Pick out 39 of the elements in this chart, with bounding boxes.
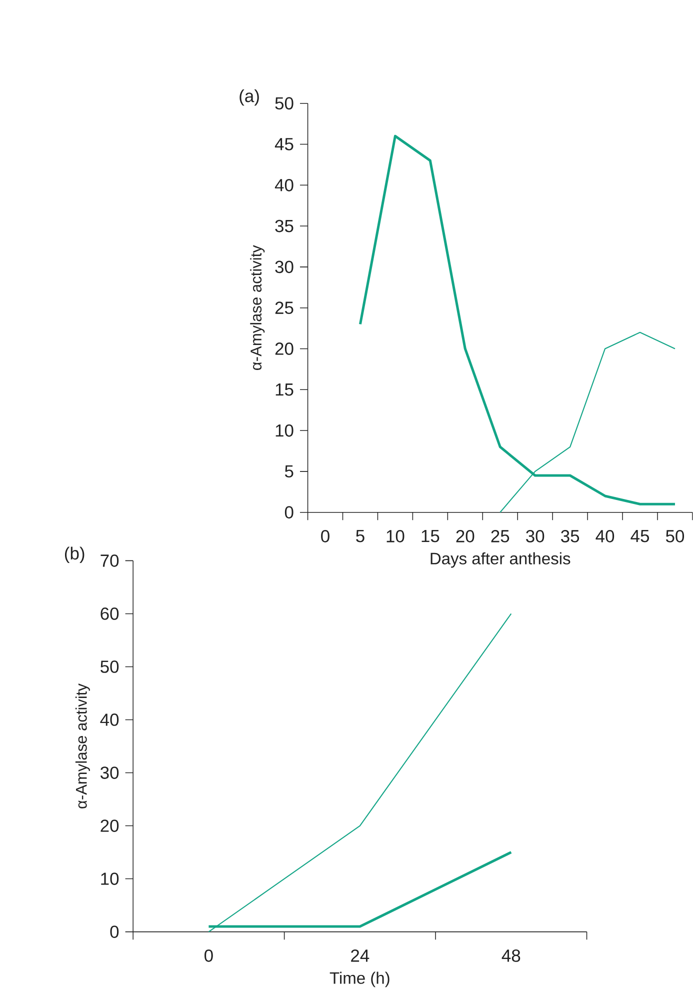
chart-title: (b) (65, 546, 84, 564)
chart-title: (a) (240, 89, 259, 106)
x-tick-label: 40 (596, 530, 614, 542)
y-tick-label: 40 (100, 714, 119, 726)
x-tick-label: 24 (351, 949, 370, 962)
y-tick-label: 0 (110, 926, 119, 938)
x-tick-label: 50 (666, 530, 684, 542)
y-tick-label: 50 (100, 660, 119, 673)
x-tick-label: 48 (502, 949, 520, 962)
x-tick-label: 0 (321, 530, 330, 542)
x-tick-label: 35 (561, 530, 580, 542)
y-tick-label: 15 (276, 384, 294, 396)
y-tick-label: 10 (276, 424, 294, 437)
x-tick-label: 10 (386, 530, 404, 542)
y-tick-label: 50 (275, 97, 294, 110)
x-axis-title: Days after anthesis (430, 552, 570, 568)
y-tick-label: 20 (100, 820, 119, 832)
x-tick-label: 25 (491, 530, 510, 542)
y-tick-label: 40 (274, 178, 294, 192)
y-axis-title: α-Amylase activity (76, 684, 90, 808)
y-tick-label: 45 (274, 138, 294, 150)
y-tick-label: 20 (275, 342, 294, 355)
y-tick-label: 5 (285, 465, 294, 478)
x-tick-label: 20 (456, 530, 474, 542)
y-tick-label: 35 (275, 220, 294, 232)
y-tick-label: 70 (100, 554, 119, 567)
y-tick-label: 0 (284, 506, 294, 519)
y-tick-label: 10 (101, 872, 119, 885)
x-tick-label: 45 (630, 530, 650, 542)
x-tick-label: 0 (204, 949, 213, 962)
y-tick-label: 30 (100, 766, 119, 779)
y-tick-label: 30 (275, 260, 294, 274)
x-tick-label: 15 (422, 530, 440, 542)
y-tick-label: 60 (100, 608, 119, 620)
y-axis-title: α-Amylase activity (250, 245, 265, 370)
y-tick-label: 25 (275, 302, 294, 314)
x-axis-title: Time (h) (330, 972, 390, 988)
x-tick-label: 30 (526, 530, 544, 542)
x-tick-label: 5 (356, 530, 364, 542)
